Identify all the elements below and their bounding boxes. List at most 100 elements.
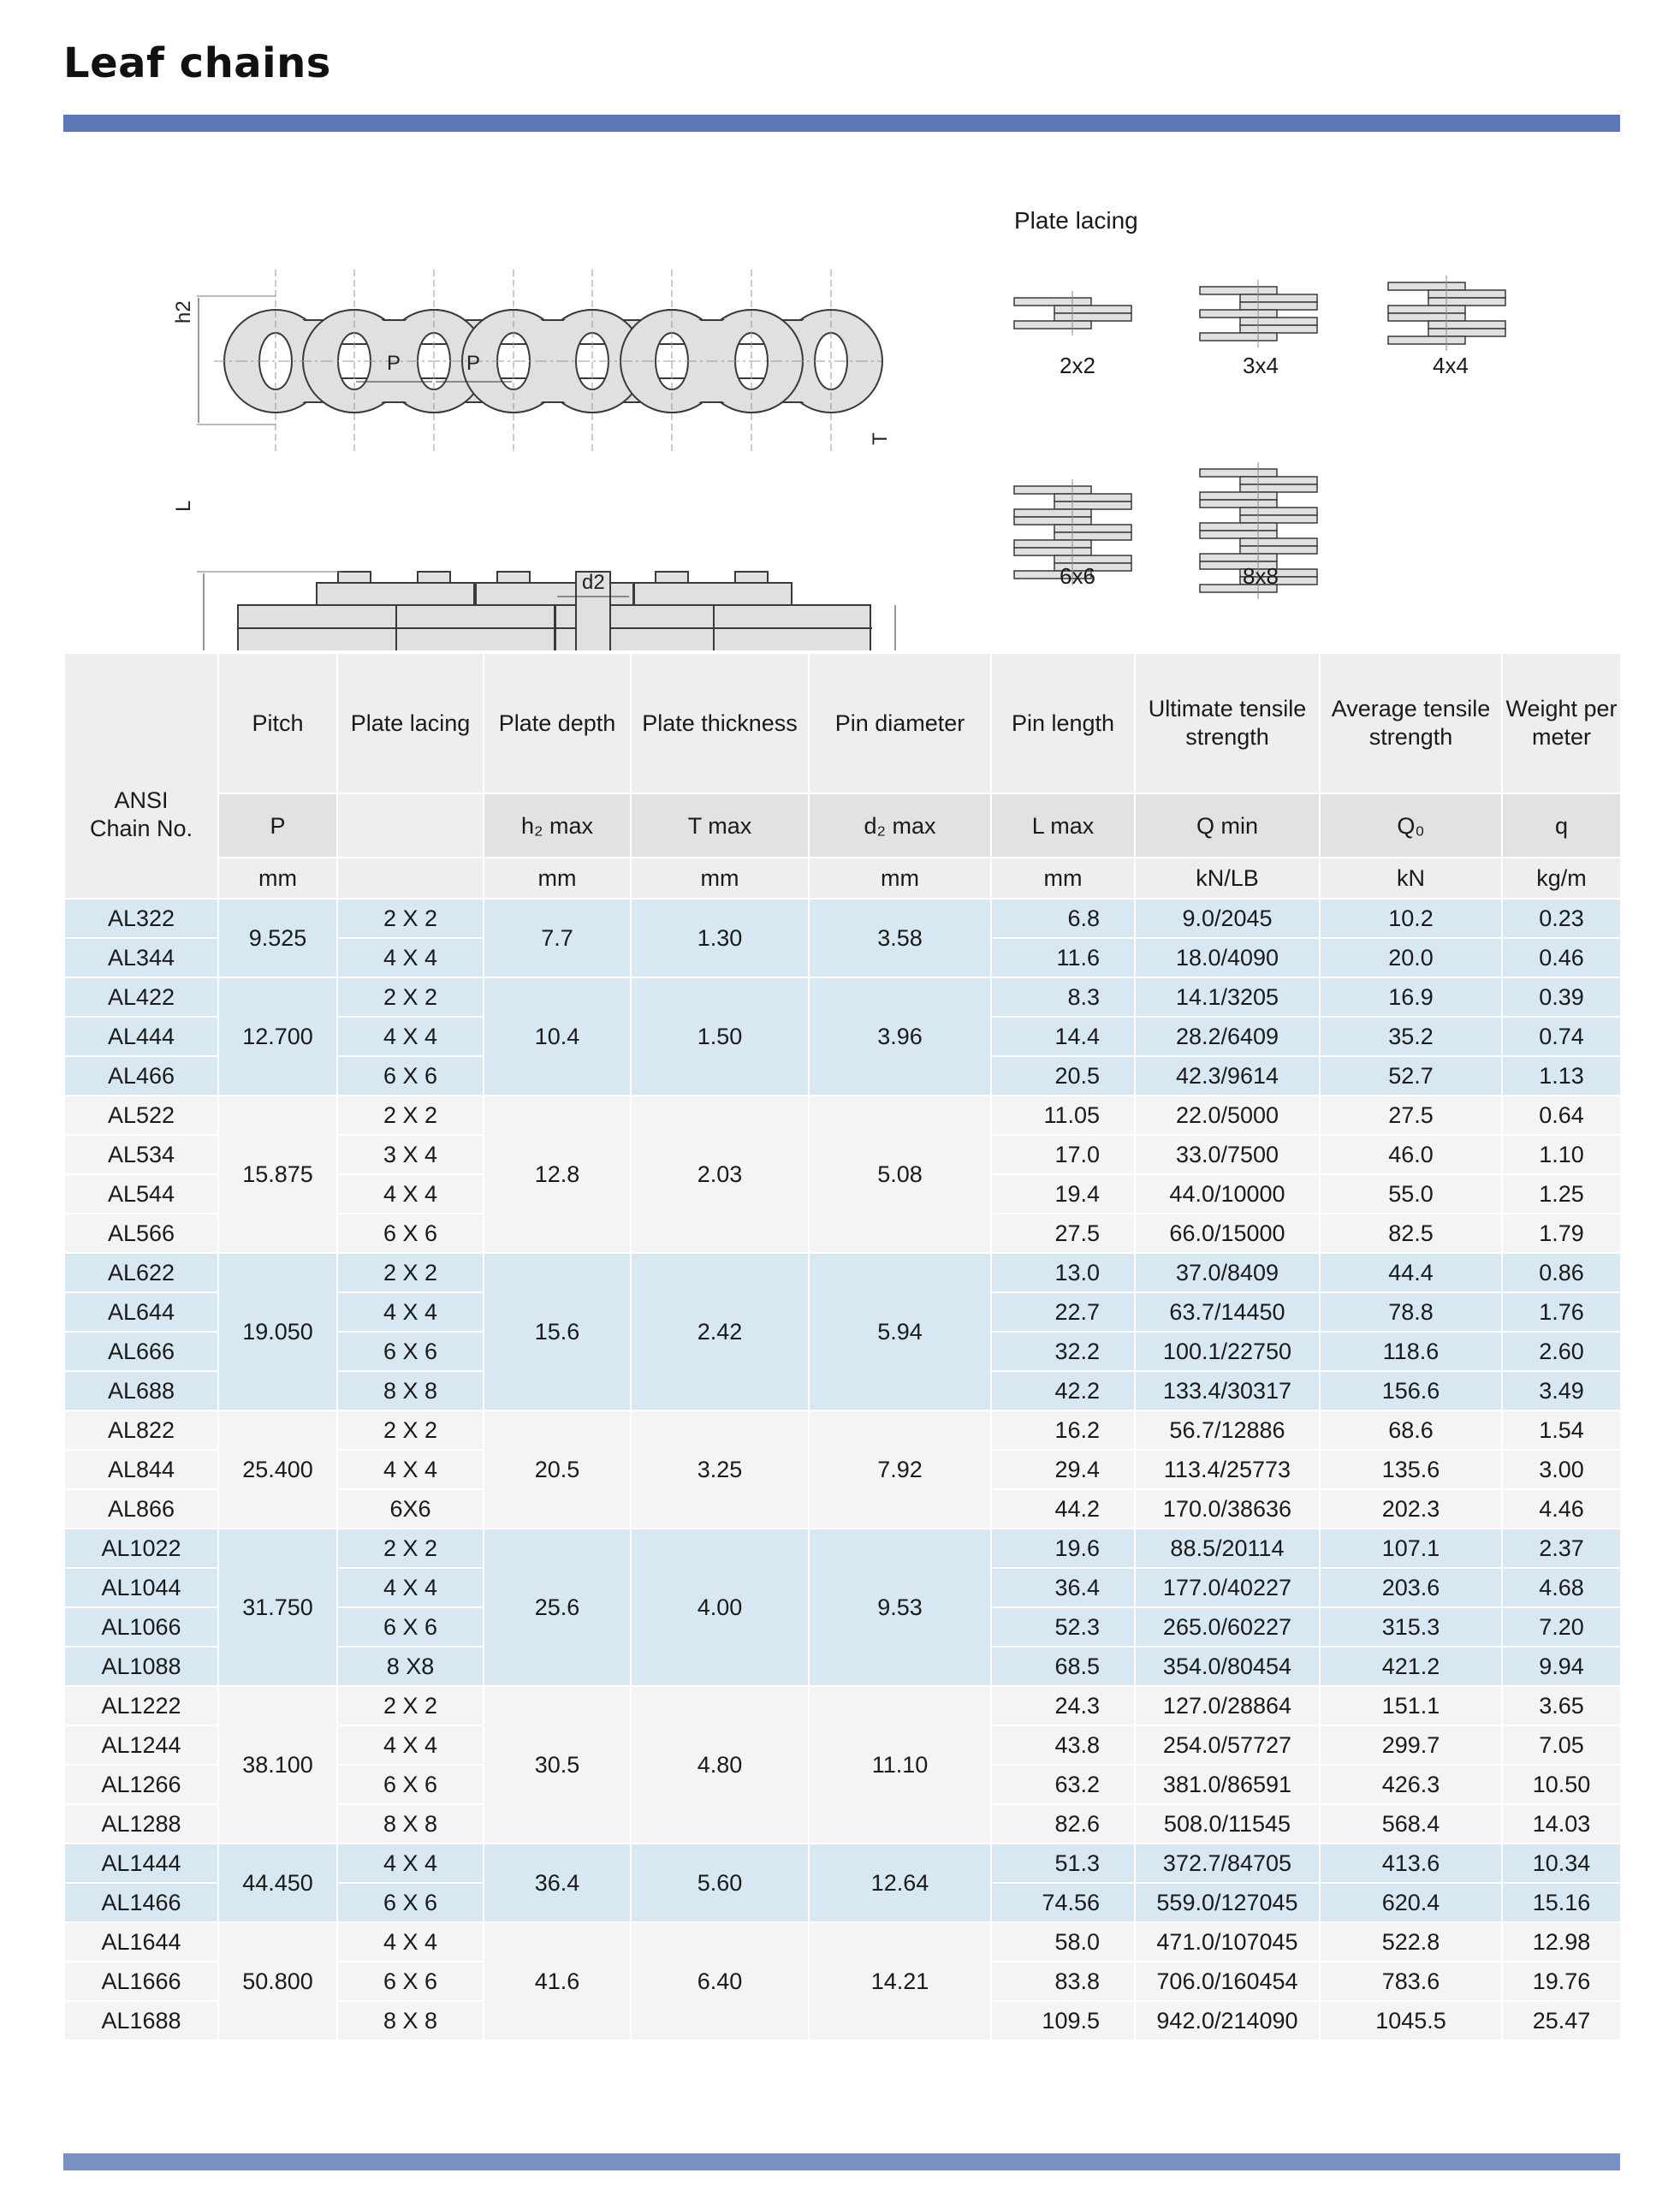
ultimate-tensile-value: 133.4/30317 bbox=[1134, 1370, 1321, 1411]
lacing-plate bbox=[1387, 305, 1466, 314]
header-ansi-chain-no: ANSI Chain No. bbox=[63, 652, 219, 900]
chain-number: AL866 bbox=[63, 1488, 219, 1529]
symbol-thickness: T max bbox=[630, 793, 810, 858]
chain-number: AL1222 bbox=[63, 1685, 219, 1726]
ultimate-tensile-value: 28.2/6409 bbox=[1134, 1016, 1321, 1057]
average-tensile-value: 1045.5 bbox=[1319, 2000, 1503, 2041]
plate-lacing-value: 8 X 8 bbox=[336, 2000, 484, 2041]
ultimate-tensile-value: 66.0/15000 bbox=[1134, 1213, 1321, 1254]
table-row: AL1288 8 X 8 82.6 508.0/11545 568.4 14.03 bbox=[63, 1803, 1622, 1844]
lacing-label-8x8: 8x8 bbox=[1243, 563, 1279, 589]
lacing-icon-6x6 bbox=[1013, 479, 1132, 585]
symbol-pitch: P bbox=[217, 793, 338, 858]
pin-length-value: 8.3 bbox=[990, 977, 1136, 1018]
chain-number: AL1444 bbox=[63, 1843, 219, 1884]
lacing-plate bbox=[1428, 328, 1506, 337]
plate-lacing-value: 4 X 4 bbox=[336, 1173, 484, 1214]
inner-plate bbox=[633, 582, 793, 606]
lacing-plate bbox=[1239, 301, 1318, 311]
weight-value: 0.64 bbox=[1501, 1095, 1622, 1136]
ultimate-tensile-value: 177.0/40227 bbox=[1134, 1567, 1321, 1608]
table-row: AL344 4 X 4 11.6 18.0/4090 20.0 0.46 bbox=[63, 937, 1622, 978]
chain-number: AL466 bbox=[63, 1055, 219, 1096]
lacing-plate bbox=[1013, 539, 1092, 549]
ultimate-tensile-value: 56.7/12886 bbox=[1134, 1410, 1321, 1451]
weight-value: 0.74 bbox=[1501, 1016, 1622, 1057]
chain-number: AL544 bbox=[63, 1173, 219, 1214]
weight-value: 14.03 bbox=[1501, 1803, 1622, 1844]
symbol-weight: q bbox=[1501, 793, 1622, 858]
pin-length-value: 58.0 bbox=[990, 1921, 1136, 1962]
pin-diameter-value: 5.08 bbox=[808, 1095, 992, 1254]
plate-lacing-value: 2 X 2 bbox=[336, 1252, 484, 1293]
pin-diameter-value: 12.64 bbox=[808, 1843, 992, 1923]
pin-length-value: 11.05 bbox=[990, 1095, 1136, 1136]
chain-number: AL1066 bbox=[63, 1606, 219, 1648]
plate-lacing-value: 2 X 2 bbox=[336, 1685, 484, 1726]
pin-length-value: 74.56 bbox=[990, 1882, 1136, 1923]
lacing-icon-4x4 bbox=[1387, 276, 1506, 351]
average-tensile-value: 68.6 bbox=[1319, 1410, 1503, 1451]
plate-thickness-value: 4.00 bbox=[630, 1528, 810, 1687]
ultimate-tensile-value: 508.0/11545 bbox=[1134, 1803, 1321, 1844]
dim-label-pitch-1: P bbox=[387, 352, 401, 375]
lacing-plate bbox=[1239, 317, 1318, 326]
chain-number: AL322 bbox=[63, 898, 219, 939]
lacing-icon-8x8 bbox=[1199, 462, 1318, 599]
table-row: AL666 6 X 6 32.2 100.1/22750 118.6 2.60 bbox=[63, 1331, 1622, 1372]
lacing-icon-2x2 bbox=[1013, 291, 1132, 335]
pin-head bbox=[496, 571, 531, 584]
chain-number: AL1022 bbox=[63, 1528, 219, 1569]
lacing-plate bbox=[1239, 324, 1318, 334]
chain-number: AL1644 bbox=[63, 1921, 219, 1962]
pin-length-value: 13.0 bbox=[990, 1252, 1136, 1293]
symbol-lacing bbox=[336, 793, 484, 858]
weight-value: 1.76 bbox=[1501, 1291, 1622, 1333]
plate-lacing-icons bbox=[1013, 276, 1506, 599]
chain-number: AL1244 bbox=[63, 1725, 219, 1766]
pin-length-value: 83.8 bbox=[990, 1961, 1136, 2002]
plate-depth-value: 10.4 bbox=[483, 977, 632, 1096]
pitch-value: 50.800 bbox=[217, 1921, 338, 2041]
plate-depth-value: 30.5 bbox=[483, 1685, 632, 1844]
ultimate-tensile-value: 22.0/5000 bbox=[1134, 1095, 1321, 1136]
lacing-plate bbox=[1387, 335, 1466, 345]
lacing-plate bbox=[1013, 320, 1092, 330]
lacing-plate bbox=[1199, 522, 1278, 531]
ultimate-tensile-value: 127.0/28864 bbox=[1134, 1685, 1321, 1726]
ultimate-tensile-value: 113.4/25773 bbox=[1134, 1449, 1321, 1490]
weight-value: 3.49 bbox=[1501, 1370, 1622, 1411]
table-row: AL622 19.050 2 X 2 15.6 2.42 5.94 13.0 37.0/840… bbox=[63, 1252, 1622, 1411]
plate-lacing-value: 4 X 4 bbox=[336, 1843, 484, 1884]
plate-thickness-value: 6.40 bbox=[630, 1921, 810, 2041]
unit-pitch: mm bbox=[217, 857, 338, 900]
plate-depth-value: 25.6 bbox=[483, 1528, 632, 1687]
average-tensile-value: 202.3 bbox=[1319, 1488, 1503, 1529]
average-tensile-value: 315.3 bbox=[1319, 1606, 1503, 1648]
pin-diameter-value: 3.58 bbox=[808, 898, 992, 978]
pin-length-value: 20.5 bbox=[990, 1055, 1136, 1096]
weight-value: 0.46 bbox=[1501, 937, 1622, 978]
lacing-plate bbox=[1199, 332, 1278, 341]
pin-head bbox=[337, 571, 371, 584]
plate-lacing-value: 8 X 8 bbox=[336, 1803, 484, 1844]
lacing-plate bbox=[1054, 312, 1132, 322]
pin-length-value: 68.5 bbox=[990, 1646, 1136, 1687]
table-row: AL1444 44.450 4 X 4 36.4 5.60 12.64 51.3 372.7/… bbox=[63, 1843, 1622, 1923]
plate-lacing-value: 4 X 4 bbox=[336, 1725, 484, 1766]
lacing-plate bbox=[1239, 537, 1318, 547]
symbol-ultimate-tensile: Q min bbox=[1134, 793, 1321, 858]
lacing-plate bbox=[1054, 531, 1132, 541]
ultimate-tensile-value: 88.5/20114 bbox=[1134, 1528, 1321, 1569]
lacing-plate bbox=[1013, 297, 1092, 306]
weight-value: 7.05 bbox=[1501, 1725, 1622, 1766]
ultimate-tensile-value: 942.0/214090 bbox=[1134, 2000, 1321, 2041]
average-tensile-value: 35.2 bbox=[1319, 1016, 1503, 1057]
header-pin-length: Pin length bbox=[990, 652, 1136, 794]
weight-value: 19.76 bbox=[1501, 1961, 1622, 2002]
table-row: AL1088 8 X8 68.5 354.0/80454 421.2 9.94 bbox=[63, 1646, 1622, 1687]
plate-lacing-value: 4 X 4 bbox=[336, 1567, 484, 1608]
pin-length-value: 63.2 bbox=[990, 1764, 1136, 1805]
unit-ultimate-tensile: kN/LB bbox=[1134, 857, 1321, 900]
symbol-pin-diameter: d₂ max bbox=[808, 793, 992, 858]
